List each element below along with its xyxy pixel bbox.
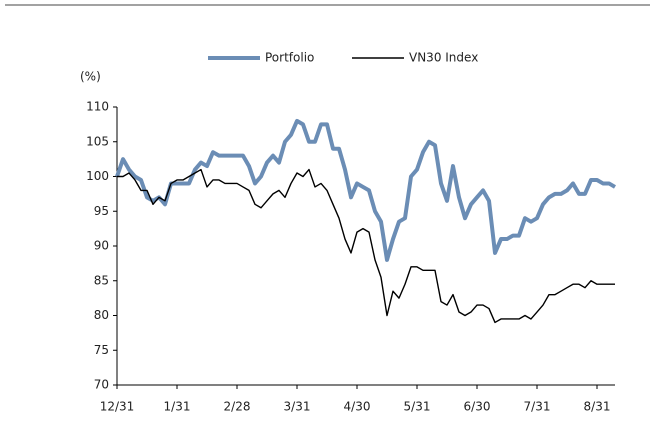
x-tick-label: 3/31 [284,400,311,414]
x-tick-label: 7/31 [524,400,551,414]
x-tick-label: 2/28 [224,400,251,414]
y-axis-label: (%) [80,70,101,84]
x-tick-label: 8/31 [584,400,611,414]
y-tick-label: 105 [86,134,109,148]
series-line [115,118,617,262]
y-tick-label: 110 [86,100,109,114]
y-tick-label: 90 [94,239,109,253]
y-tick-label: 70 [94,378,109,392]
y-tick-label: 80 [94,308,109,322]
y-tick-label: 95 [94,204,109,218]
legend-label: Portfolio [265,51,314,65]
y-tick-label: 85 [94,273,109,287]
x-tick-label: 5/31 [404,400,431,414]
series-line [117,168,615,324]
x-tick-label: 4/30 [344,400,371,414]
x-tick-label: 1/31 [164,400,191,414]
x-tick-label: 6/30 [464,400,491,414]
y-tick-label: 75 [94,343,109,357]
y-tick-label: 100 [86,169,109,183]
legend-label: VN30 Index [409,51,478,65]
x-tick-label: 12/31 [100,400,135,414]
